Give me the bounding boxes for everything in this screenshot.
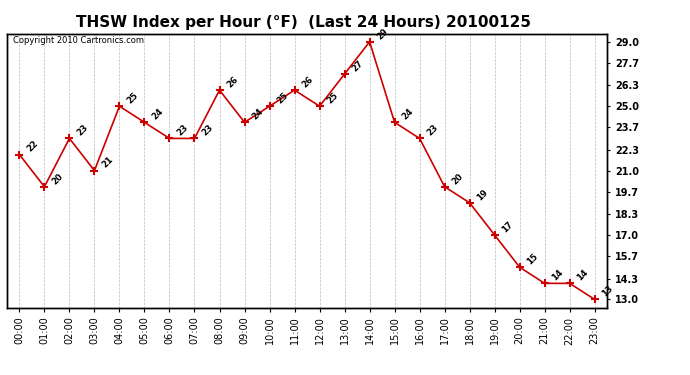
Text: 27: 27	[350, 58, 365, 73]
Text: 23: 23	[425, 123, 440, 138]
Text: 26: 26	[225, 75, 239, 89]
Text: 14: 14	[550, 268, 565, 283]
Text: 23: 23	[175, 123, 190, 138]
Text: 19: 19	[475, 188, 490, 202]
Text: 14: 14	[575, 268, 590, 283]
Text: 20: 20	[450, 171, 465, 186]
Text: 29: 29	[375, 27, 390, 41]
Text: 17: 17	[500, 220, 515, 234]
Text: 21: 21	[100, 155, 115, 170]
Text: 25: 25	[125, 91, 139, 105]
Text: 25: 25	[275, 91, 290, 105]
Text: Copyright 2010 Cartronics.com: Copyright 2010 Cartronics.com	[13, 36, 144, 45]
Text: 24: 24	[150, 107, 165, 122]
Text: 24: 24	[250, 107, 265, 122]
Text: 23: 23	[75, 123, 90, 138]
Text: 13: 13	[600, 284, 615, 298]
Text: THSW Index per Hour (°F)  (Last 24 Hours) 20100125: THSW Index per Hour (°F) (Last 24 Hours)…	[76, 15, 531, 30]
Text: 25: 25	[325, 91, 339, 105]
Text: 20: 20	[50, 171, 65, 186]
Text: 15: 15	[525, 252, 540, 267]
Text: 23: 23	[200, 123, 215, 138]
Text: 24: 24	[400, 107, 415, 122]
Text: 22: 22	[25, 139, 39, 154]
Text: 26: 26	[300, 75, 315, 89]
